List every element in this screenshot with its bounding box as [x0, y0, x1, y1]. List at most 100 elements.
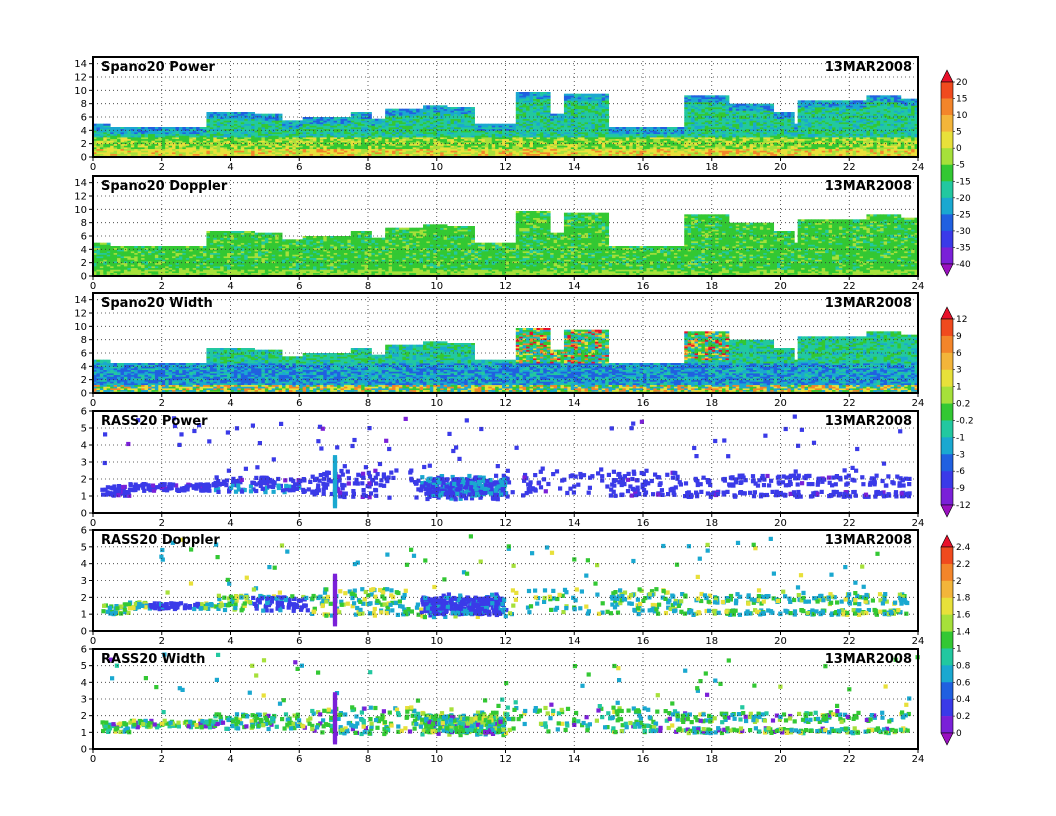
heatmap-cell: [127, 127, 131, 129]
heatmap-cell: [475, 124, 479, 126]
heatmap-cell: [244, 112, 248, 114]
heatmap-cell: [550, 114, 554, 116]
heatmap-cell: [310, 117, 314, 119]
heatmap-cell: [481, 124, 485, 126]
heatmap-cell: [695, 95, 699, 97]
heatmap-cell: [581, 94, 585, 96]
heatmap-cell: [179, 127, 183, 129]
heatmap-cell: [110, 127, 114, 129]
heatmap-cell: [643, 127, 647, 129]
heatmap-cell: [96, 124, 100, 126]
heatmap-cell: [588, 94, 592, 96]
heatmap-cell: [705, 95, 709, 97]
heatmap-cell: [124, 127, 128, 129]
heatmap-cell: [650, 127, 654, 129]
heatmap-cell: [447, 107, 451, 109]
heatmap-cell: [712, 95, 716, 97]
heatmap-cell: [488, 124, 492, 126]
heatmap-cell: [633, 127, 637, 129]
heatmap-cell: [440, 105, 444, 107]
heatmap-cell: [265, 114, 269, 116]
heatmap-cell: [667, 127, 671, 129]
heatmap-cell: [186, 127, 190, 129]
heatmap-cell: [485, 124, 489, 126]
heatmap-cell: [653, 127, 657, 129]
heatmap-cell: [402, 109, 406, 111]
heatmap-cell: [722, 95, 726, 97]
heatmap-cell: [237, 112, 241, 114]
heatmap-cell: [213, 112, 217, 114]
heatmap-cell: [629, 127, 633, 129]
heatmap-cell: [499, 124, 503, 126]
heatmap-cell: [437, 105, 441, 107]
heatmap-cell: [416, 109, 420, 111]
heatmap-cell: [203, 127, 207, 129]
heatmap-cell: [134, 127, 138, 129]
heatmap-cell: [258, 114, 262, 116]
heatmap-cell: [268, 114, 272, 116]
heatmap-cell: [103, 124, 107, 126]
heatmap-cell: [540, 92, 544, 94]
heatmap-cell: [444, 105, 448, 107]
heatmap-cell: [241, 112, 245, 114]
heatmap-cell: [299, 120, 303, 122]
heatmap-cell: [272, 114, 276, 116]
heatmap-cell: [732, 104, 736, 106]
heatmap-cell: [275, 114, 279, 116]
heatmap-cell: [516, 92, 520, 94]
heatmap-cell: [605, 94, 609, 96]
heatmap-cell: [719, 95, 723, 97]
heatmap-cell: [701, 95, 705, 97]
heatmap-cell: [165, 127, 169, 129]
heatmap-cell: [361, 112, 365, 114]
heatmap-cell: [248, 112, 252, 114]
heatmap-cell: [117, 127, 121, 129]
heatmap-cell: [251, 112, 255, 114]
heatmap-cell: [107, 124, 111, 126]
heatmap-cell: [121, 127, 125, 129]
heatmap-cell: [151, 127, 155, 129]
heatmap-cell: [131, 127, 135, 129]
heatmap-cell: [162, 127, 166, 129]
heatmap-cell: [660, 127, 664, 129]
heatmap-cell: [282, 120, 286, 122]
heatmap-cell: [396, 109, 400, 111]
heatmap-cell: [509, 124, 513, 126]
heatmap-cell: [193, 127, 197, 129]
heatmap-cell: [413, 109, 417, 111]
heatmap-cell: [100, 124, 104, 126]
heatmap-cell: [726, 95, 730, 97]
heatmap-cell: [619, 127, 623, 129]
heatmap-cell: [138, 127, 142, 129]
heatmap-cell: [691, 95, 695, 97]
heatmap-cell: [289, 120, 293, 122]
heatmap-cell: [141, 127, 145, 129]
heatmap-cell: [557, 114, 561, 116]
heatmap-cell: [371, 119, 375, 121]
heatmap-cell: [220, 112, 224, 114]
heatmap-cell: [677, 127, 681, 129]
heatmap-cell: [261, 114, 265, 116]
heatmap-cell: [471, 107, 475, 109]
heatmap-cell: [530, 92, 534, 94]
heatmap-cell: [609, 127, 613, 129]
heatmap-cell: [626, 127, 630, 129]
heatmap-cell: [406, 109, 410, 111]
heatmap-cell: [375, 119, 379, 121]
heatmap-cell: [688, 95, 692, 97]
heatmap-cell: [636, 127, 640, 129]
heatmap-cell: [210, 112, 214, 114]
heatmap-cell: [495, 124, 499, 126]
heatmap-cell: [561, 114, 565, 116]
heatmap-cell: [698, 95, 702, 97]
heatmap-cell: [176, 127, 180, 129]
heatmap-cell: [148, 127, 152, 129]
heatmap-cell: [492, 124, 496, 126]
heatmap-cell: [478, 124, 482, 126]
heatmap-cell: [519, 92, 523, 94]
heatmap-cell: [585, 94, 589, 96]
heatmap-cell: [196, 127, 200, 129]
heatmap-cell: [392, 109, 396, 111]
heatmap-cell: [189, 127, 193, 129]
heatmap-cell: [715, 95, 719, 97]
